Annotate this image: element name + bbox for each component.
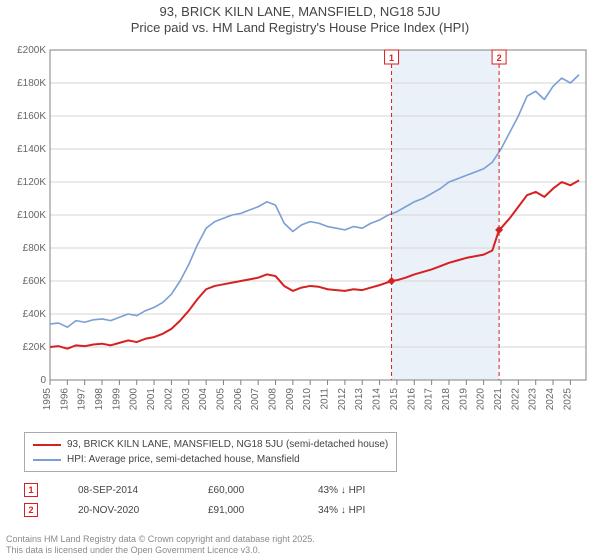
svg-text:2010: 2010 (302, 388, 313, 411)
svg-text:0: 0 (40, 375, 46, 386)
svg-text:£100K: £100K (17, 210, 46, 221)
svg-text:£120K: £120K (17, 177, 46, 188)
svg-text:2017: 2017 (424, 388, 435, 411)
event-marker: 2 (24, 503, 38, 517)
svg-text:2009: 2009 (285, 388, 296, 411)
event-row: 2 20-NOV-2020 £91,000 34% ↓ HPI (24, 500, 408, 520)
svg-text:2011: 2011 (320, 388, 331, 410)
legend-swatch (33, 444, 61, 446)
event-marker: 1 (24, 483, 38, 497)
svg-text:2006: 2006 (233, 388, 244, 411)
svg-text:2008: 2008 (268, 388, 279, 411)
events-table: 1 08-SEP-2014 £60,000 43% ↓ HPI 2 20-NOV-2020… (24, 480, 408, 520)
svg-text:2000: 2000 (129, 388, 140, 411)
legend-row: HPI: Average price, semi-detached house,… (33, 452, 388, 467)
legend-label: HPI: Average price, semi-detached house,… (67, 452, 300, 467)
title-address: 93, BRICK KILN LANE, MANSFIELD, NG18 5JU (0, 4, 600, 19)
svg-text:£200K: £200K (17, 45, 46, 56)
svg-text:1: 1 (389, 53, 394, 63)
svg-text:£80K: £80K (23, 243, 47, 254)
svg-text:2001: 2001 (146, 388, 157, 411)
event-date: 20-NOV-2020 (78, 505, 168, 516)
legend: 93, BRICK KILN LANE, MANSFIELD, NG18 5JU… (24, 432, 397, 472)
svg-text:2018: 2018 (441, 388, 452, 411)
svg-text:2007: 2007 (250, 388, 261, 411)
event-price: £91,000 (208, 505, 278, 516)
svg-text:£160K: £160K (17, 111, 46, 122)
event-price: £60,000 (208, 485, 278, 496)
svg-text:£40K: £40K (23, 309, 47, 320)
title-block: 93, BRICK KILN LANE, MANSFIELD, NG18 5JU… (0, 0, 600, 35)
legend-label: 93, BRICK KILN LANE, MANSFIELD, NG18 5JU… (67, 437, 388, 452)
event-delta: 34% ↓ HPI (318, 505, 408, 516)
svg-text:2019: 2019 (458, 388, 469, 411)
footer-line2: This data is licensed under the Open Gov… (6, 545, 315, 556)
svg-text:1997: 1997 (77, 388, 88, 411)
svg-text:1999: 1999 (111, 388, 122, 411)
svg-text:2004: 2004 (198, 388, 209, 411)
svg-text:2022: 2022 (510, 388, 521, 411)
svg-text:2013: 2013 (354, 388, 365, 411)
footer-line1: Contains HM Land Registry data © Crown c… (6, 534, 315, 545)
footer-attribution: Contains HM Land Registry data © Crown c… (6, 534, 315, 557)
svg-text:1995: 1995 (42, 388, 53, 411)
event-row: 1 08-SEP-2014 £60,000 43% ↓ HPI (24, 480, 408, 500)
svg-text:2002: 2002 (163, 388, 174, 411)
svg-text:2012: 2012 (337, 388, 348, 411)
chart-container: 93, BRICK KILN LANE, MANSFIELD, NG18 5JU… (0, 0, 600, 560)
line-chart-svg: 0 £20K £40K £60K £80K £100K £120K £140K £160K £18… (6, 42, 594, 422)
title-subtitle: Price paid vs. HM Land Registry's House … (0, 20, 600, 35)
svg-text:£140K: £140K (17, 144, 46, 155)
svg-text:2023: 2023 (528, 388, 539, 411)
svg-text:2005: 2005 (215, 388, 226, 411)
event-delta: 43% ↓ HPI (318, 485, 408, 496)
svg-text:1996: 1996 (59, 388, 70, 411)
svg-text:2014: 2014 (372, 388, 383, 411)
svg-text:2: 2 (497, 53, 502, 63)
legend-row: 93, BRICK KILN LANE, MANSFIELD, NG18 5JU… (33, 437, 388, 452)
svg-text:2016: 2016 (406, 388, 417, 411)
svg-text:2003: 2003 (181, 388, 192, 411)
chart-area: 0 £20K £40K £60K £80K £100K £120K £140K £160K £18… (6, 42, 594, 422)
event-date: 08-SEP-2014 (78, 485, 168, 496)
svg-text:2015: 2015 (389, 388, 400, 411)
svg-text:2024: 2024 (545, 388, 556, 411)
svg-text:£180K: £180K (17, 78, 46, 89)
svg-text:1998: 1998 (94, 388, 105, 411)
svg-text:2025: 2025 (562, 388, 573, 411)
svg-text:£60K: £60K (23, 276, 47, 287)
svg-text:2021: 2021 (493, 388, 504, 411)
svg-text:2020: 2020 (476, 388, 487, 411)
svg-text:£20K: £20K (23, 342, 47, 353)
legend-swatch (33, 459, 61, 461)
